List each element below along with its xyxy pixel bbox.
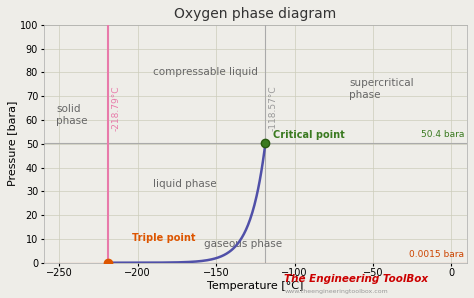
Text: www.theengineeringtoolbox.com: www.theengineeringtoolbox.com bbox=[284, 289, 388, 294]
Text: 0.0015 bara: 0.0015 bara bbox=[409, 250, 464, 259]
Text: liquid phase: liquid phase bbox=[154, 179, 217, 189]
Text: 50.4 bara: 50.4 bara bbox=[420, 130, 464, 139]
Text: supercritical
phase: supercritical phase bbox=[349, 78, 414, 100]
Text: solid
phase: solid phase bbox=[56, 105, 88, 126]
Text: -118.57°C: -118.57°C bbox=[269, 85, 278, 131]
Text: The Engineering ToolBox: The Engineering ToolBox bbox=[284, 274, 428, 284]
X-axis label: Temperature [°C]: Temperature [°C] bbox=[207, 281, 303, 291]
Text: compressable liquid: compressable liquid bbox=[154, 67, 258, 77]
Title: Oxygen phase diagram: Oxygen phase diagram bbox=[174, 7, 337, 21]
Text: gaseous phase: gaseous phase bbox=[204, 239, 282, 249]
Text: Critical point: Critical point bbox=[273, 131, 345, 140]
Text: Triple point: Triple point bbox=[132, 233, 195, 243]
Text: -218.79°C: -218.79°C bbox=[111, 86, 120, 131]
Y-axis label: Pressure [bara]: Pressure [bara] bbox=[7, 101, 17, 187]
